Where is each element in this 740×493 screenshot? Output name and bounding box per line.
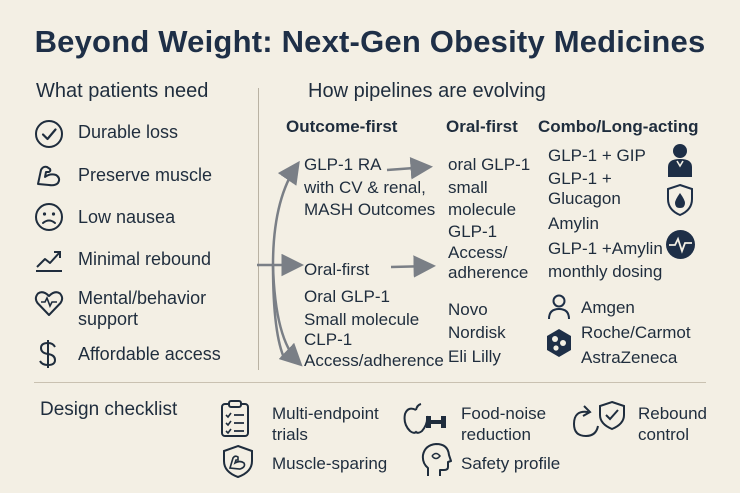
checklist-multi-endpoint-1: Multi-endpoint: [272, 404, 379, 423]
company-astrazeneca: AstraZeneca: [581, 348, 678, 367]
trend-up-icon: [33, 244, 65, 276]
checklist-multi-endpoint-2: trials: [272, 425, 308, 444]
oral-line-3: CLP-1: [304, 330, 353, 349]
combo-line-3: Glucagon: [548, 189, 621, 208]
checklist-safety-profile: Safety profile: [461, 454, 561, 473]
oral-col-line-6: adherence: [448, 263, 529, 282]
company-roche-carmot: Roche/Carmot: [581, 323, 691, 342]
need-preserve-muscle: Preserve muscle: [78, 165, 213, 185]
checklist-rebound-1: Rebound: [638, 404, 708, 423]
heart-icon: [33, 287, 65, 319]
need-mental-behavior-support: Mental/behavior support: [78, 288, 207, 329]
checklist-food-noise-2: reduction: [461, 425, 531, 444]
clipboard-checklist-icon: [220, 400, 250, 438]
combo-line-2: GLP-1 +: [548, 169, 612, 188]
need-durable-loss: Durable loss: [78, 122, 179, 142]
oral-col-line-4: GLP-1: [448, 222, 498, 241]
apple-dumbbell-icon: [402, 402, 452, 436]
person-icon: [666, 142, 694, 178]
company-nordisk: Nordisk: [448, 323, 506, 342]
checklist-rebound-2: control: [638, 425, 690, 444]
needs-heading: What patients need: [36, 80, 209, 102]
company-novo: Novo: [448, 300, 488, 319]
need-low-nausea: Low nausea: [78, 207, 176, 227]
flexed-arm-icon: [33, 160, 65, 192]
oral-line-2: Small molecule: [304, 310, 420, 329]
company-amgen: Amgen: [581, 298, 635, 317]
pulse-circle-icon: [665, 229, 696, 260]
shield-arm-icon: [220, 444, 256, 478]
shield-drop-icon: [666, 183, 694, 217]
check-circle-icon: [33, 118, 65, 150]
pipelines-heading: How pipelines are evolving: [308, 80, 546, 102]
oral-col-line-2: small: [448, 178, 488, 197]
oral-col-line-5: Access/: [448, 243, 508, 262]
outcome-line-2: with CV & renal,: [304, 178, 426, 197]
need-affordable-access: Affordable access: [78, 344, 221, 364]
outcome-line-3: MASH Outcomes: [304, 200, 436, 219]
company-eli-lilly: Eli Lilly: [448, 347, 501, 366]
checklist-muscle-sparing: Muscle-sparing: [272, 454, 388, 473]
checklist-heading: Design checklist: [40, 399, 178, 420]
col-oral-first-heading: Oral-first: [446, 117, 518, 136]
combo-line-4: Amylin: [548, 214, 600, 233]
combo-line-1: GLP-1 + GIP: [548, 146, 646, 165]
checklist-food-noise-1: Food-noise: [461, 404, 547, 423]
oral-first-subtitle: Oral-first: [304, 260, 370, 279]
column-divider: [258, 88, 259, 370]
pipeline-arrows: [257, 157, 436, 367]
hexagon-molecule-icon: [545, 328, 573, 358]
col-outcome-first-heading: Outcome-first: [286, 117, 398, 136]
dollar-icon: [36, 338, 60, 370]
head-profile-icon: [420, 442, 452, 478]
need-minimal-rebound: Minimal rebound: [78, 249, 212, 269]
rebound-shield-icon: [568, 400, 630, 440]
person-outline-icon: [547, 294, 571, 320]
section-divider: [34, 382, 706, 383]
combo-line-6: monthly dosing: [548, 262, 663, 281]
outcome-line-1: GLP-1 RA: [304, 155, 382, 174]
oral-col-line-3: molecule: [448, 200, 517, 219]
sad-face-icon: [33, 201, 65, 233]
col-combo-heading: Combo/Long-acting: [538, 117, 699, 136]
page-title: Beyond Weight: Next-Gen Obesity Medicine…: [34, 24, 706, 59]
combo-line-5: GLP-1 +Amylin: [548, 239, 663, 258]
oral-col-line-1: oral GLP-1: [448, 155, 531, 174]
oral-line-4: Access/adherence: [304, 351, 444, 370]
oral-line-1: Oral GLP-1: [304, 287, 390, 306]
